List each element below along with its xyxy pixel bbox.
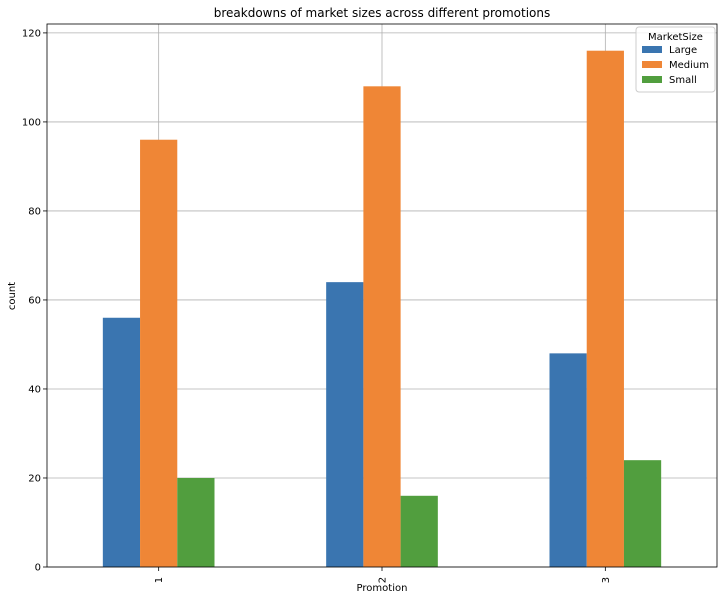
bar-medium-2 <box>363 86 401 568</box>
y-tick-label: 120 <box>22 28 41 39</box>
legend-swatch-medium <box>642 61 662 68</box>
y-tick-label: 0 <box>35 563 41 574</box>
x-tick-label: 2 <box>378 577 389 583</box>
y-tick-label: 60 <box>28 295 41 306</box>
legend-label-medium: Medium <box>669 60 709 71</box>
x-tick-label: 1 <box>154 577 165 583</box>
y-ticks: 0 20 40 60 80 100 120 <box>22 28 47 574</box>
legend-frame <box>635 26 716 93</box>
bar-large-3 <box>549 353 587 567</box>
legend: MarketSize Large Medium Small <box>635 26 716 93</box>
bar-medium-1 <box>140 139 178 567</box>
y-axis-label: count <box>7 282 18 310</box>
legend-swatch-small <box>642 76 662 83</box>
bars-layer <box>102 50 662 568</box>
y-tick-label: 80 <box>28 206 41 217</box>
bar-small-1 <box>177 477 215 567</box>
bar-medium-3 <box>586 50 624 568</box>
chart-title: breakdowns of market sizes across differ… <box>214 6 551 20</box>
x-ticks: 1 2 3 <box>154 567 612 583</box>
legend-label-small: Small <box>669 75 697 86</box>
legend-title: MarketSize <box>648 32 703 43</box>
legend-label-large: Large <box>669 45 697 56</box>
bar-small-3 <box>623 460 662 567</box>
bar-large-1 <box>102 317 141 567</box>
y-tick-label: 40 <box>28 384 41 395</box>
legend-swatch-large <box>642 46 662 53</box>
bar-large-2 <box>326 282 364 567</box>
y-tick-label: 20 <box>28 473 41 484</box>
y-tick-label: 100 <box>22 117 41 128</box>
x-axis-label: Promotion <box>357 583 408 594</box>
x-tick-label: 3 <box>601 577 612 583</box>
bar-small-2 <box>400 495 438 567</box>
